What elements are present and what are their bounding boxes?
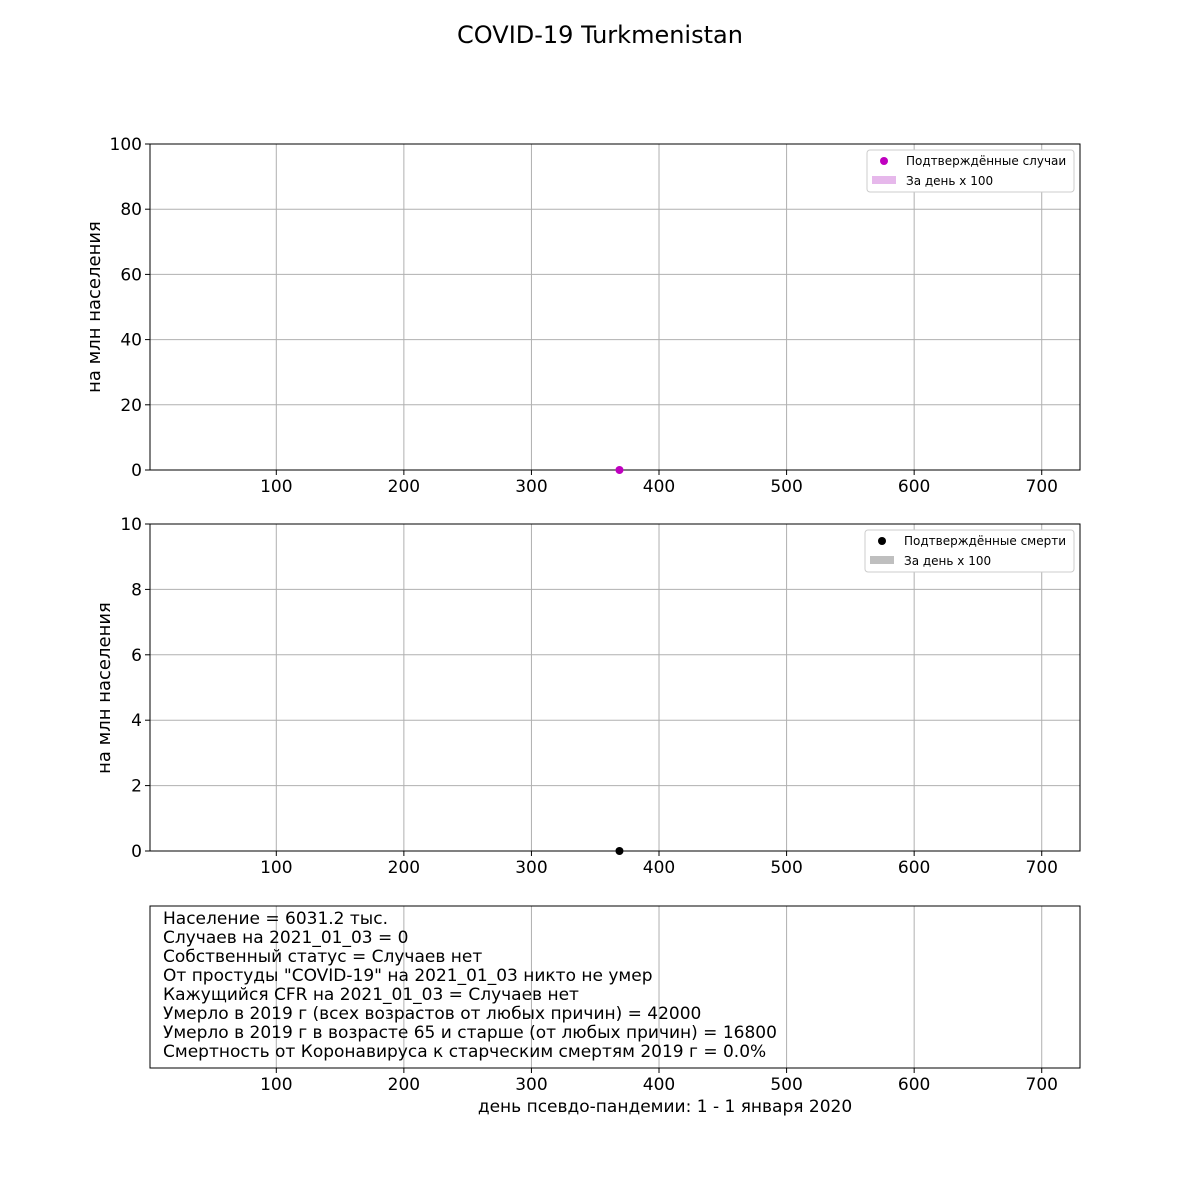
y-tick-label: 6 [131,646,142,666]
x-tick-label: 100 [260,858,292,878]
legend-marker-daily [872,176,896,184]
deaths-panel: 100 200 300 400 500 600 700 0 2 4 6 8 10 на млн насел… [94,515,1081,878]
y-tick-label: 2 [131,777,142,797]
legend-label: За день x 100 [906,174,993,188]
summary-line: Умерло в 2019 г (всех возрастов от любых… [163,1004,701,1024]
x-axis-label: день псевдо-пандемии: 1 - 1 января 2020 [478,1097,852,1117]
x-tick-label: 600 [898,477,930,497]
legend-box [866,149,1075,193]
y-axis-label: на млн населения [94,602,115,774]
y-tick-label: 0 [131,842,142,862]
summary-line: Собственный статус = Случаев нет [163,947,482,967]
y-tick-label: 20 [120,396,142,416]
summary-line: Кажущийся CFR на 2021_01_03 = Случаев не… [163,985,579,1005]
cases-panel: 100 200 300 400 500 600 700 0 20 40 60 80 100 на млн … [84,135,1081,497]
x-tick-label: 500 [770,1075,802,1095]
legend-box [864,529,1075,573]
y-tick-label: 4 [131,711,142,731]
y-tick-label: 10 [120,515,142,535]
x-tick-label: 500 [770,858,802,878]
x-tick-label: 100 [260,1075,292,1095]
summary-line: Случаев на 2021_01_03 = 0 [163,928,408,948]
axes-frame [149,905,1081,1069]
x-tick-label: 700 [1026,858,1058,878]
legend-label: Подтверждённые случаи [906,154,1066,168]
y-tick-label: 40 [120,331,142,351]
chart-title: COVID-19 Turkmenistan [457,21,743,49]
y-tick-label: 8 [131,580,142,600]
x-tick-label: 300 [515,477,547,497]
x-tick-label: 700 [1026,477,1058,497]
x-tick-label: 500 [770,477,802,497]
x-tick-label: 600 [898,858,930,878]
x-tick-label: 200 [388,477,420,497]
summary-line: Население = 6031.2 тыс. [163,909,388,929]
x-tick-label: 600 [898,1075,930,1095]
legend-marker-point [880,157,888,165]
x-tick-label: 400 [643,858,675,878]
summary-line: Умерло в 2019 г в возрасте 65 и старше (… [163,1023,777,1043]
legend-label: Подтверждённые смерти [904,534,1066,548]
summary-line: От простуды "COVID-19" на 2021_01_03 ник… [163,966,653,986]
cases-data-point [615,466,624,474]
x-tick-label: 400 [643,477,675,497]
deaths-data-point [615,847,624,855]
y-tick-label: 60 [120,265,142,285]
x-tick-label: 700 [1026,1075,1058,1095]
x-tick-label: 200 [388,858,420,878]
x-tick-label: 400 [643,1075,675,1095]
y-tick-label: 100 [110,135,142,155]
x-tick-label: 300 [515,858,547,878]
y-tick-label: 80 [120,200,142,220]
x-tick-label: 300 [515,1075,547,1095]
y-axis-label: на млн населения [84,221,105,393]
y-tick-label: 0 [131,461,142,481]
legend-label: За день x 100 [904,554,991,568]
legend-marker-point [878,537,886,545]
axes-frame [149,143,1081,471]
x-tick-label: 100 [260,477,292,497]
summary-line: Смертность от Коронавируса к старческим … [163,1042,766,1062]
x-tick-label: 200 [388,1075,420,1095]
axes-frame [149,523,1081,852]
summary-panel: 100 200 300 400 500 600 700 Население = 6031.2 … [149,905,1081,1117]
legend-marker-daily [870,556,894,564]
